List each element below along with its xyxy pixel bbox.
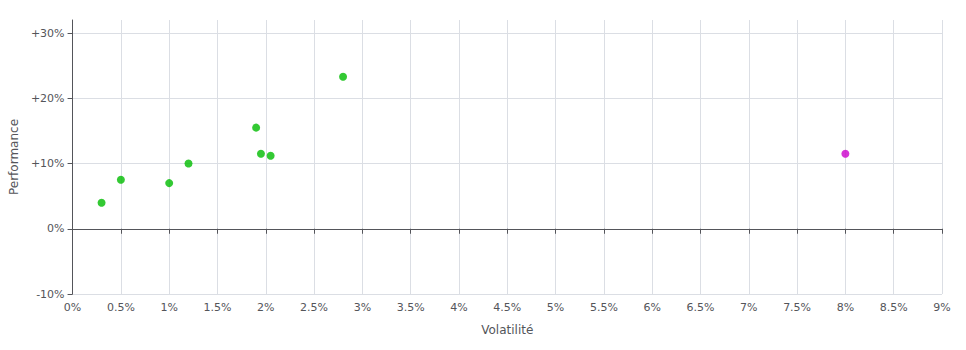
svg-text:0%: 0%	[47, 222, 64, 235]
svg-text:6%: 6%	[643, 301, 660, 314]
svg-text:0%: 0%	[64, 301, 81, 314]
svg-text:+20%: +20%	[31, 92, 65, 105]
svg-text:4%: 4%	[450, 301, 467, 314]
svg-text:Performance: Performance	[7, 119, 21, 195]
svg-text:Volatilité: Volatilité	[481, 323, 533, 337]
svg-text:8%: 8%	[837, 301, 854, 314]
svg-text:4.5%: 4.5%	[493, 301, 521, 314]
svg-text:2.5%: 2.5%	[300, 301, 328, 314]
svg-text:7.5%: 7.5%	[783, 301, 811, 314]
svg-text:+10%: +10%	[31, 157, 65, 170]
svg-text:5%: 5%	[547, 301, 564, 314]
svg-text:2%: 2%	[257, 301, 274, 314]
svg-text:7%: 7%	[740, 301, 757, 314]
svg-text:3%: 3%	[354, 301, 371, 314]
svg-text:-10%: -10%	[36, 288, 64, 301]
svg-text:1%: 1%	[160, 301, 177, 314]
svg-text:1.5%: 1.5%	[203, 301, 231, 314]
svg-text:+30%: +30%	[31, 27, 65, 40]
svg-text:6.5%: 6.5%	[687, 301, 715, 314]
svg-text:8.5%: 8.5%	[880, 301, 908, 314]
svg-text:3.5%: 3.5%	[397, 301, 425, 314]
svg-text:5.5%: 5.5%	[590, 301, 618, 314]
svg-text:0.5%: 0.5%	[107, 301, 135, 314]
svg-text:9%: 9%	[933, 301, 950, 314]
